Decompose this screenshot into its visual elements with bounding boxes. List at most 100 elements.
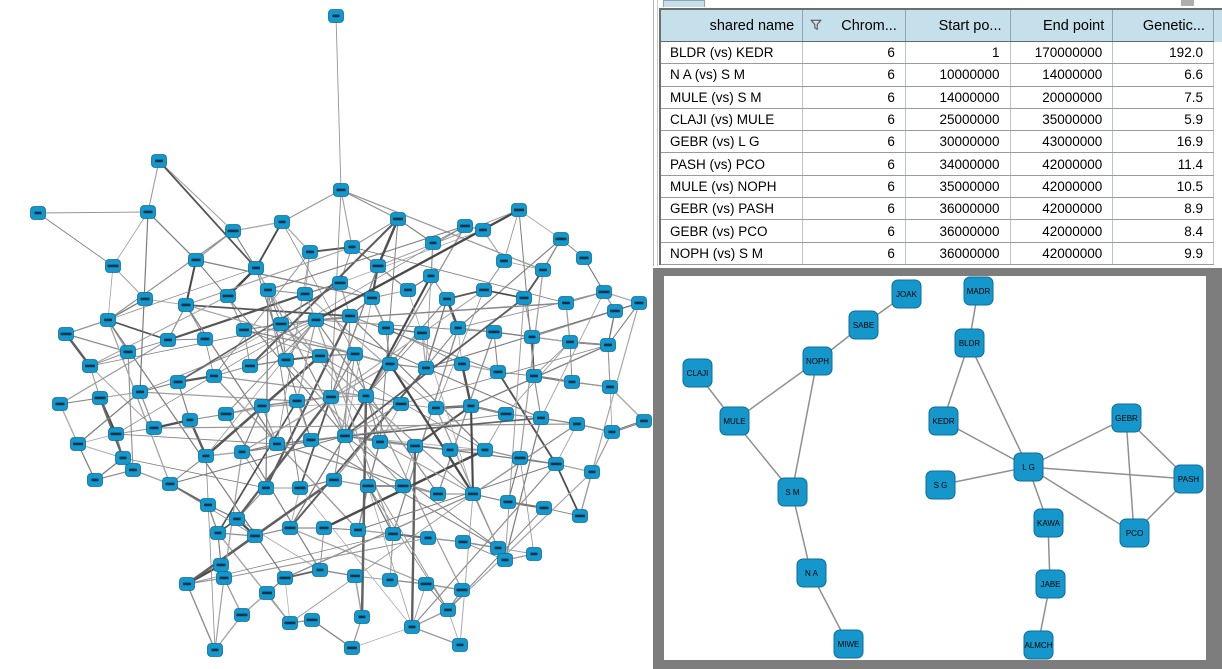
network-node-MADR[interactable]: MADR <box>963 276 994 306</box>
network-edge[interactable] <box>344 315 351 437</box>
hairball-node[interactable] <box>450 321 466 335</box>
hairball-node[interactable] <box>326 473 342 487</box>
cell-start-position[interactable]: 34000000 <box>905 152 1011 176</box>
hairball-node[interactable] <box>70 437 86 451</box>
hairball-node[interactable] <box>428 401 444 415</box>
network-edge[interactable] <box>115 433 278 445</box>
network-edge[interactable] <box>315 319 439 495</box>
hairball-node[interactable] <box>160 333 176 347</box>
hairball-node[interactable] <box>162 477 178 491</box>
hairball-node[interactable] <box>512 451 528 465</box>
hairball-node[interactable] <box>385 527 401 541</box>
hairball-node[interactable] <box>248 261 264 275</box>
hairball-node[interactable] <box>393 397 409 411</box>
hairball-node[interactable] <box>442 443 458 457</box>
hairball-node[interactable] <box>344 240 360 254</box>
network-edge[interactable] <box>357 463 557 531</box>
hairball-node[interactable] <box>526 369 542 383</box>
subnetwork-edge-BLDR-L G[interactable] <box>968 342 1029 468</box>
hairball-node[interactable] <box>440 603 456 617</box>
hairball-node[interactable] <box>282 616 298 630</box>
table-scrollbar-fragment[interactable] <box>1181 0 1194 6</box>
hairball-node[interactable] <box>115 451 131 465</box>
table-row[interactable]: BLDR (vs) KEDR 6 1 170000000 192.0 <box>660 41 1222 65</box>
hairball-node[interactable] <box>304 613 320 627</box>
hairball-node[interactable] <box>312 349 328 363</box>
network-edge[interactable] <box>249 319 317 367</box>
network-edge[interactable] <box>425 275 432 369</box>
hairball-node[interactable] <box>178 298 194 312</box>
hairball-node[interactable] <box>452 638 468 652</box>
network-edge[interactable] <box>281 189 342 223</box>
hairball-node[interactable] <box>216 571 232 585</box>
hairball-node[interactable] <box>500 495 516 509</box>
cell-end-point[interactable]: 35000000 <box>1010 108 1114 132</box>
network-edge[interactable] <box>65 333 129 353</box>
hairball-node[interactable] <box>234 445 250 459</box>
hairball-node[interactable] <box>247 529 263 543</box>
network-node-JABE[interactable]: JABE <box>1035 569 1066 599</box>
hairball-node[interactable] <box>536 501 552 515</box>
cell-end-point[interactable]: 42000000 <box>1010 175 1114 199</box>
cell-chromosome[interactable]: 6 <box>802 242 906 265</box>
cell-shared-name[interactable]: GEBR (vs) L G <box>660 130 804 154</box>
network-node-KAWA[interactable]: KAWA <box>1033 508 1064 538</box>
hairball-node[interactable] <box>274 215 290 229</box>
cell-genetic[interactable]: 10.5 <box>1112 175 1214 199</box>
hairball-node[interactable] <box>370 259 386 273</box>
hairball-node[interactable] <box>58 327 74 341</box>
hairball-node[interactable] <box>430 487 446 501</box>
network-edge[interactable] <box>77 391 141 445</box>
hairball-node[interactable] <box>258 481 274 495</box>
hairball-node[interactable] <box>292 481 308 495</box>
network-edge[interactable] <box>411 626 461 646</box>
column-header-chromosome[interactable]: Chrom... <box>802 9 906 42</box>
hairball-node[interactable] <box>463 399 479 413</box>
hairball-node[interactable] <box>259 586 275 600</box>
cell-start-position[interactable]: 35000000 <box>905 175 1011 199</box>
network-edge[interactable] <box>410 445 417 628</box>
hairball-node[interactable] <box>378 321 394 335</box>
network-edge[interactable] <box>344 435 499 549</box>
main-network-view[interactable] <box>0 0 652 669</box>
network-edge[interactable] <box>127 351 134 471</box>
hairball-node[interactable] <box>220 289 236 303</box>
cell-genetic[interactable]: 11.4 <box>1112 152 1214 176</box>
hairball-node[interactable] <box>137 292 153 306</box>
subnetwork-edge-NOPH-S M[interactable] <box>791 360 818 493</box>
network-edge[interactable] <box>205 319 317 457</box>
network-node-JOAK[interactable]: JOAK <box>891 279 922 309</box>
cell-start-position[interactable]: 30000000 <box>905 130 1011 154</box>
cell-end-point[interactable]: 42000000 <box>1010 152 1114 176</box>
hairball-node[interactable] <box>333 183 349 197</box>
network-edge[interactable] <box>158 160 234 232</box>
table-row[interactable]: PASH (vs) PCO 6 34000000 42000000 11.4 <box>660 152 1222 176</box>
hairball-node[interactable] <box>390 212 406 226</box>
hairball-node[interactable] <box>607 304 623 318</box>
network-edge[interactable] <box>340 189 399 220</box>
network-edge[interactable] <box>225 319 317 415</box>
hairball-node[interactable] <box>92 391 108 405</box>
network-edge[interactable] <box>497 371 557 465</box>
cell-genetic[interactable]: 7.5 <box>1112 86 1214 109</box>
network-edge[interactable] <box>315 319 394 535</box>
hairball-node[interactable] <box>151 154 167 168</box>
network-edge[interactable] <box>112 211 149 267</box>
hairball-node[interactable] <box>511 203 527 217</box>
network-edge[interactable] <box>377 209 520 267</box>
cell-start-position[interactable]: 36000000 <box>905 242 1011 265</box>
hairball-node[interactable] <box>312 563 328 577</box>
hairball-node[interactable] <box>269 437 285 451</box>
network-edge[interactable] <box>285 359 404 487</box>
table-row[interactable]: N A (vs) S M 6 10000000 14000000 6.6 <box>660 63 1222 87</box>
hairball-node[interactable] <box>548 457 564 471</box>
hairball-node[interactable] <box>490 365 506 379</box>
network-edge[interactable] <box>236 396 332 520</box>
network-edge[interactable] <box>107 319 171 485</box>
hairball-node[interactable] <box>347 347 363 361</box>
cell-shared-name[interactable]: GEBR (vs) PCO <box>660 219 804 243</box>
hairball-node[interactable] <box>105 259 121 273</box>
hairball-node[interactable] <box>558 296 574 310</box>
network-edge[interactable] <box>349 315 499 373</box>
cell-shared-name[interactable]: CLAJI (vs) MULE <box>660 108 804 132</box>
